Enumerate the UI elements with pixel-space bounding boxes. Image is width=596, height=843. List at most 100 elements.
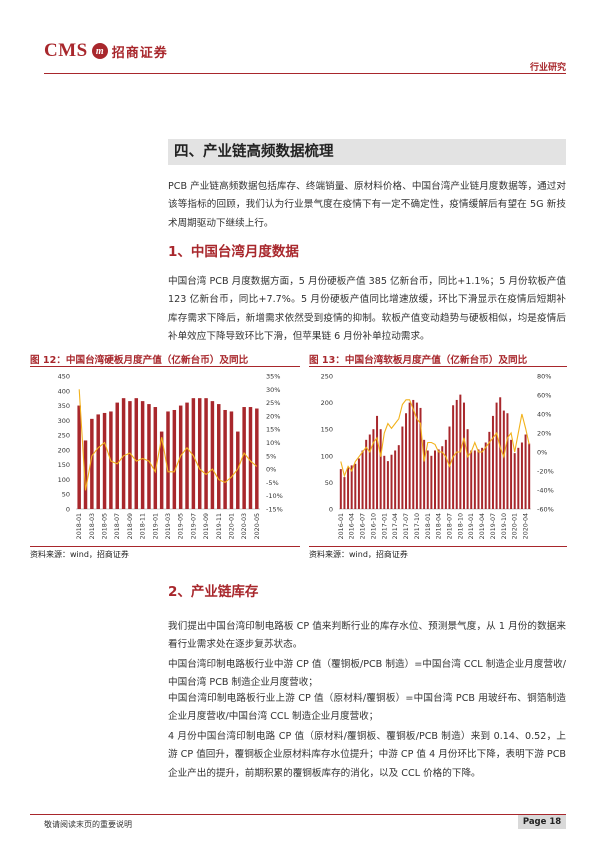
bar [350,465,353,509]
x-tick-label: 2018-07 [114,513,121,539]
bar [397,445,400,509]
x-tick-label: 2019-04 [479,513,486,539]
subsection-2-paragraph-4: 4 月份中国台湾印制电路 CP 值（原材料/覆铜板、覆铜板/PCB 制造）来到 … [168,731,566,779]
x-tick-label: 2017-10 [414,513,421,539]
bar [339,469,342,509]
bar [430,455,433,509]
bar [354,463,357,509]
x-tick-label: 2017-04 [392,513,399,539]
figure-12-chart: 0 50 100 150 200 250 300 350 400 450 -15% -10% -5% 0%… [58,373,283,540]
bar [147,404,151,509]
y-right-tick-label: -60% [537,506,554,514]
bar [229,411,234,509]
figure-12-bottom-rule [30,546,300,547]
x-tick-label: 2018-04 [436,513,443,539]
bar [473,450,476,509]
x-tick-label: 2019-01 [152,513,159,539]
bar [223,409,227,509]
x-tick-label: 2018-10 [457,513,464,539]
bar [412,399,415,509]
y-right-tick-label: 40% [537,411,551,419]
bar [419,407,422,509]
y-left-tick-label: 100 [321,452,333,460]
figure-12-source: 资料来源：wind，招商证券 [30,550,129,559]
bar [506,413,509,509]
figure-13-bottom-rule [309,546,567,547]
x-tick-label: 2018-05 [102,513,109,539]
figure-13-source: 资料来源：wind，招商证券 [309,550,408,559]
footer-disclaimer: 敬请阅读末页的重要说明 [44,820,132,829]
x-tick-label: 2016-01 [338,513,345,539]
company-logo: CMS m 招商证券 [44,40,168,62]
bar [255,408,259,509]
y-left-tick-label: 400 [58,387,70,395]
bar [77,405,81,509]
x-tick-label: 2018-11 [140,513,147,539]
bar [347,467,350,509]
y-left-tick-label: 100 [58,476,70,484]
x-tick-label: 2019-09 [203,513,210,539]
bar [96,414,100,509]
figure-13-title: 图 13：中国台湾软板月度产值（亿新台币）及同比 [309,355,528,366]
x-tick-label: 2016-07 [360,513,367,539]
y-right-tick-label: -10% [266,492,283,500]
y-left-tick-label: 300 [58,417,70,425]
y-right-tick-label: 20% [266,412,280,420]
x-tick-label: 2017-01 [381,513,388,539]
x-tick-label: 2020-03 [241,513,248,539]
bar [470,450,473,509]
y-left-tick-label: 250 [321,373,333,381]
y-left-tick-label: 350 [58,402,70,410]
bar [102,412,107,509]
y-right-tick-label: 60% [537,392,551,400]
bar [372,429,375,509]
bar [408,402,411,509]
page-number: Page 18 [518,815,566,829]
bar [128,401,132,509]
x-tick-label: 2020-04 [523,513,530,539]
y-left-tick-label: 200 [321,399,333,407]
figure-13-title-rule [309,366,567,367]
logo-text: CMS [44,40,88,61]
bar [365,439,368,509]
y-left-tick-label: 250 [58,432,70,440]
bar [477,449,480,509]
y-right-tick-label: 5% [266,452,276,460]
x-tick-label: 2016-10 [370,513,377,539]
bar [491,415,494,509]
logo-mark-icon: m [91,43,108,59]
bar [434,450,436,509]
bar [185,402,189,509]
bar [361,450,364,509]
x-tick-label: 2020-05 [254,513,261,539]
bar [115,402,119,509]
bar [415,402,418,509]
y-left-tick-label: 0 [329,506,333,514]
y-right-tick-label: 15% [266,426,280,434]
bar [368,434,371,509]
bar [466,429,469,509]
bar [83,440,88,509]
bar [502,410,505,509]
y-right-tick-label: 80% [537,373,551,381]
report-category: 行业研究 [529,63,566,73]
y-right-tick-label: -5% [266,479,279,487]
bar [204,398,208,509]
bar [423,439,426,509]
y-right-tick-label: 30% [266,386,280,394]
bar [242,407,246,509]
bar [159,431,164,509]
bar [462,402,465,509]
yoy-line [340,399,530,478]
x-tick-label: 2019-03 [165,513,172,539]
section-intro: PCB 产业链高频数据包括库存、终端销量、原材料价格、中国台湾产业链月度数据等，… [168,181,566,229]
yoy-line [78,389,258,491]
bar [236,431,240,509]
bar [386,461,389,509]
x-tick-label: 2019-11 [216,513,223,539]
bar [379,429,382,509]
bar [140,401,145,509]
y-left-tick-label: 50 [62,491,70,499]
bar [528,443,531,509]
bar [455,399,458,509]
